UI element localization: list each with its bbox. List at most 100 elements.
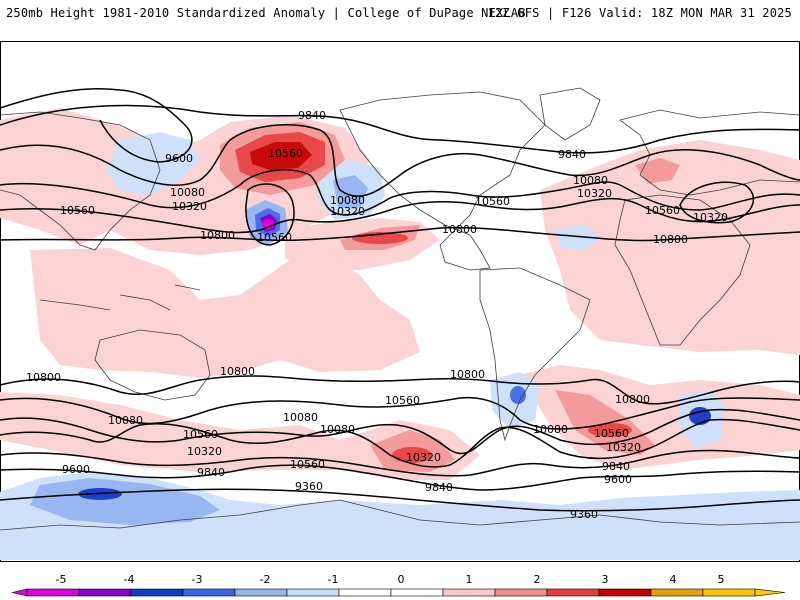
- contour-europe-closed-low: [679, 181, 755, 224]
- contour-label: 10320: [406, 451, 441, 464]
- colorbar-swatch: [702, 588, 756, 597]
- contour-label: 10080: [533, 423, 568, 436]
- neg-anomaly-sa-core: [510, 386, 526, 404]
- colorbar-tick: -5: [56, 573, 67, 586]
- contour-10800-nh: [0, 226, 800, 242]
- contour-10800-sh: [0, 375, 800, 405]
- colorbar-swatch: [598, 588, 652, 597]
- contour-label: 10800: [653, 233, 688, 246]
- contour-9840-nh: [0, 104, 800, 154]
- contour-label: 10560: [594, 427, 629, 440]
- colorbar-left-arrow: [11, 588, 28, 597]
- pos-anomaly-aleutian-max: [250, 142, 312, 170]
- contour-10080-nh: [0, 124, 800, 197]
- contour-label: 9360: [295, 480, 323, 493]
- contour-label: 10320: [187, 445, 222, 458]
- model-valid-time: 12Z GFS | F126 Valid: 18Z MON MAR 31 202…: [487, 6, 792, 20]
- colorbar-ticks: -5 -4 -3 -2 -1 0 1 2 3 4 5: [56, 573, 725, 586]
- colorbar-swatch: [338, 588, 392, 597]
- contour-label: 10560: [475, 195, 510, 208]
- colorbar-swatch: [650, 588, 704, 597]
- height-contours: [0, 87, 800, 512]
- colorbar-swatch: [182, 588, 236, 597]
- contour-pacific-closed-low: [245, 183, 295, 246]
- contour-label: 9600: [165, 152, 193, 165]
- pos-anomaly-satl-strong: [588, 423, 632, 437]
- contour-9600-nh: [0, 87, 193, 163]
- contour-label: 10560: [183, 428, 218, 441]
- neg-anomaly-east-pacific: [555, 225, 600, 250]
- neg-anomaly-satl-core: [689, 407, 711, 425]
- coast-north-america: [339, 91, 546, 271]
- colorbar: -5 -4 -3 -2 -1 0 1 2 3 4 5: [11, 573, 786, 597]
- contour-label: 10080: [108, 414, 143, 427]
- contour-label: 9840: [298, 109, 326, 122]
- contour-label: 9600: [62, 463, 90, 476]
- contour-label: 10080: [170, 186, 205, 199]
- contour-label: 10320: [577, 187, 612, 200]
- contour-label: 9840: [558, 148, 586, 161]
- contour-9360-sh: [0, 488, 800, 512]
- coast-south-america: [479, 267, 591, 442]
- contour-label: 9840: [602, 460, 630, 473]
- contour-label: 10800: [26, 371, 61, 384]
- anomaly-shading: [0, 108, 800, 560]
- contour-9840-sh: [0, 449, 800, 477]
- colorbar-swatch: [234, 588, 288, 597]
- neg-anomaly-antarctic: [0, 472, 800, 560]
- colorbar-tick: 5: [718, 573, 725, 586]
- contour-10080-sh: [0, 418, 800, 468]
- contour-label: 10560: [257, 231, 292, 244]
- contour-label: 10560: [268, 147, 303, 160]
- neg-anomaly-north-pacific: [105, 132, 200, 195]
- contour-label: 10080: [320, 423, 355, 436]
- colorbar-swatch: [286, 588, 340, 597]
- contour-9600-sh: [0, 464, 800, 491]
- anomaly-map: 9840 9600 10560 10080 10320 10560 10800 …: [0, 87, 800, 560]
- colorbar-swatch: [26, 588, 80, 597]
- contour-label: 10080: [283, 411, 318, 424]
- coastlines: [0, 87, 800, 531]
- contour-label: 10560: [290, 458, 325, 471]
- colorbar-swatch: [494, 588, 548, 597]
- contour-label: 9360: [570, 508, 598, 521]
- colorbar-tick: 2: [534, 573, 541, 586]
- colorbar-right-arrow: [754, 588, 786, 597]
- contour-label: 10800: [200, 229, 235, 242]
- contour-labels: 9840 9600 10560 10080 10320 10560 10800 …: [26, 109, 728, 521]
- colorbar-swatches: [11, 588, 786, 597]
- contour-label: 10800: [615, 393, 650, 406]
- colorbar-tick: 3: [602, 573, 609, 586]
- contour-10560-nh: [0, 197, 800, 234]
- contour-label: 9840: [197, 466, 225, 479]
- colorbar-tick: 0: [398, 573, 405, 586]
- contour-10320-nh: [0, 169, 800, 216]
- colorbar-tick: 1: [466, 573, 473, 586]
- contour-label: 10560: [60, 204, 95, 217]
- colorbar-swatch: [442, 588, 496, 597]
- contour-label: 10320: [172, 200, 207, 213]
- pos-anomaly-tropics: [30, 248, 420, 378]
- coast-australia: [94, 329, 211, 401]
- pos-anomaly-atlantic-africa: [540, 140, 800, 355]
- pos-anomaly-south-pacific: [0, 392, 480, 480]
- contour-label: 10080: [330, 194, 365, 207]
- contour-label: 10320: [606, 441, 641, 454]
- colorbar-swatch: [546, 588, 600, 597]
- colorbar-swatch: [390, 588, 444, 597]
- colorbar-swatch: [130, 588, 184, 597]
- coast-greenland: [539, 87, 601, 141]
- colorbar-tick: -4: [124, 573, 135, 586]
- coast-africa: [614, 194, 751, 346]
- contour-label: 10800: [450, 368, 485, 381]
- colorbar-tick: 4: [670, 573, 677, 586]
- contour-label: 10320: [693, 211, 728, 224]
- contour-label: 9600: [604, 473, 632, 486]
- colorbar-tick: -2: [260, 573, 271, 586]
- contour-10560-sh: [0, 396, 800, 430]
- coast-antarctica: [0, 499, 800, 531]
- contour-label: 10080: [573, 174, 608, 187]
- colorbar-tick: -3: [192, 573, 203, 586]
- pos-anomaly-europe: [635, 158, 680, 184]
- contour-label: 10560: [385, 394, 420, 407]
